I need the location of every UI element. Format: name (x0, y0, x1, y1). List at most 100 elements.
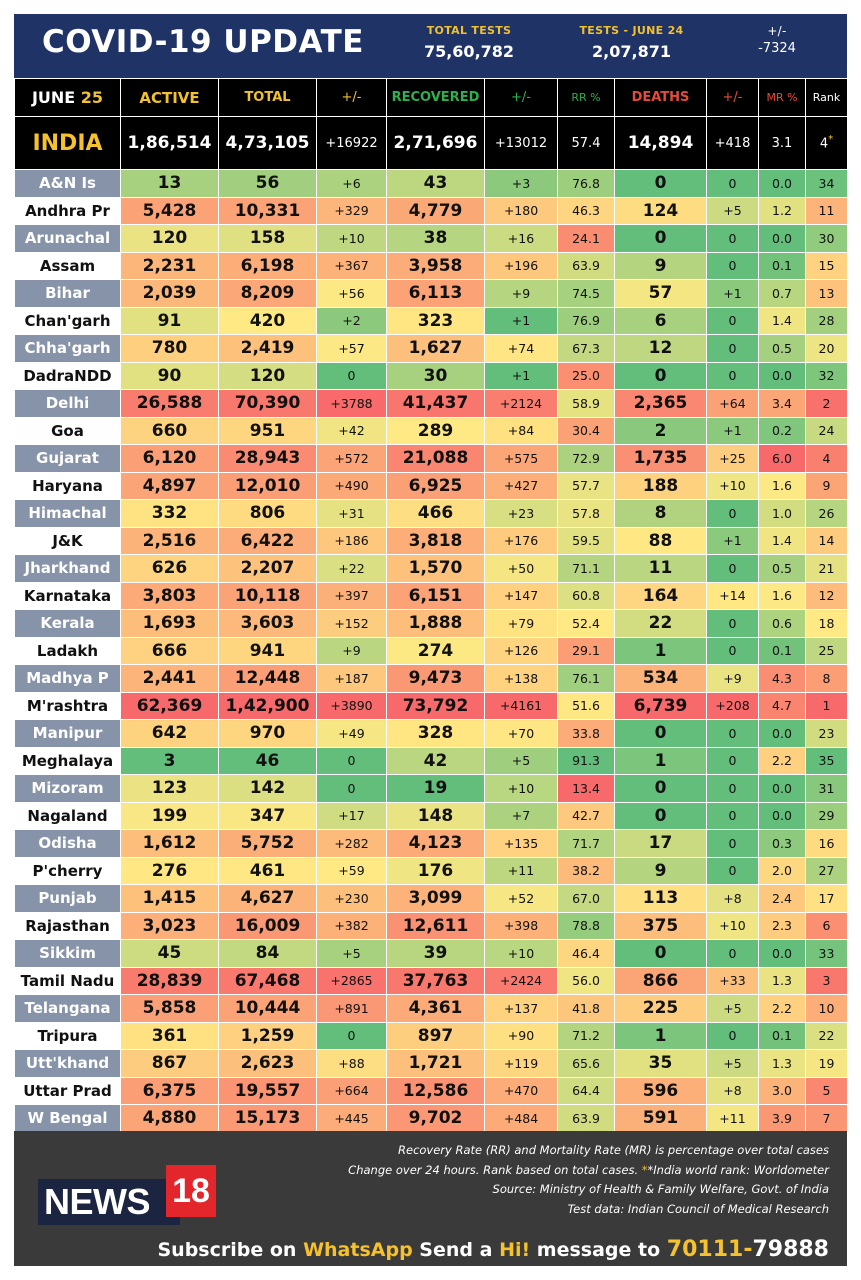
deaths-cell: 0 (614, 939, 707, 968)
recovered-cell: 1,627 (386, 334, 485, 363)
total-change-cell: +445 (316, 1104, 387, 1133)
india-total-change: +16922 (316, 116, 387, 170)
mr-cell: 0.0 (758, 361, 806, 390)
deaths-cell: 113 (614, 884, 707, 913)
deaths-cell: 866 (614, 966, 707, 995)
mr-cell: 1.6 (758, 581, 806, 610)
active-cell: 332 (120, 499, 219, 528)
rr-cell: 58.9 (557, 389, 615, 418)
deaths-change-cell: 0 (706, 829, 759, 858)
mr-cell: 0.6 (758, 609, 806, 638)
total-change-cell: +3788 (316, 389, 387, 418)
tests-day-value: 2,07,871 (592, 42, 671, 61)
recovered-cell: 9,473 (386, 664, 485, 693)
recovered-change-cell: +196 (484, 251, 558, 280)
phone-part-1: 70111- (666, 1237, 753, 1262)
recovered-change-cell: +52 (484, 884, 558, 913)
active-cell: 642 (120, 719, 219, 748)
total-cell: 142 (218, 774, 317, 803)
india-rank-value: 4 (819, 136, 829, 152)
table-row: Tripura 361 1,259 0 897 +90 71.2 1 0 0.1 22 (14, 1021, 848, 1050)
active-cell: 361 (120, 1021, 219, 1050)
column-header-row: JUNE 25 ACTIVE TOTAL +/- RECOVERED +/- R… (14, 78, 848, 117)
note-star: * (641, 1162, 648, 1177)
table-row: J&K 2,516 6,422 +186 3,818 +176 59.5 88 +1 1.4 14 (14, 526, 848, 555)
table-row: Tamil Nadu 28,839 67,468 +2865 37,763 +2424 56… (14, 966, 848, 995)
deaths-cell: 9 (614, 251, 707, 280)
logo-number: 18 (166, 1165, 216, 1217)
mr-cell: 1.6 (758, 471, 806, 500)
recovered-change-cell: +74 (484, 334, 558, 363)
deaths-change-cell: 0 (706, 251, 759, 280)
rank-cell: 20 (805, 334, 848, 363)
rr-cell: 71.2 (557, 1021, 615, 1050)
mr-cell: 4.7 (758, 691, 806, 720)
rank-cell: 11 (805, 196, 848, 225)
active-cell: 13 (120, 169, 219, 198)
total-change-cell: +282 (316, 829, 387, 858)
active-cell: 62,369 (120, 691, 219, 720)
active-cell: 1,415 (120, 884, 219, 913)
rr-cell: 71.1 (557, 554, 615, 583)
active-cell: 6,120 (120, 444, 219, 473)
note-rates: Recovery Rate (RR) and Mortality Rate (M… (398, 1143, 829, 1157)
rr-cell: 13.4 (557, 774, 615, 803)
total-tests-label: TOTAL TESTS (426, 24, 512, 37)
table-row: Mizoram 123 142 0 19 +10 13.4 0 0 0.0 31 (14, 774, 848, 803)
mr-cell: 3.9 (758, 1104, 806, 1133)
state-name: Gujarat (14, 444, 121, 473)
mr-cell: 0.0 (758, 774, 806, 803)
mr-cell: 1.3 (758, 966, 806, 995)
deaths-change-cell: 0 (706, 334, 759, 363)
recovered-cell: 43 (386, 169, 485, 198)
active-cell: 28,839 (120, 966, 219, 995)
state-name: Delhi (14, 389, 121, 418)
recovered-change-cell: +180 (484, 196, 558, 225)
deaths-change-cell: +1 (706, 279, 759, 308)
state-name: Andhra Pr (14, 196, 121, 225)
active-cell: 666 (120, 636, 219, 665)
rr-cell: 52.4 (557, 609, 615, 638)
state-name: Chan'garh (14, 306, 121, 335)
rr-cell: 46.3 (557, 196, 615, 225)
total-cell: 951 (218, 416, 317, 445)
recovered-change-cell: +427 (484, 471, 558, 500)
deaths-cell: 2,365 (614, 389, 707, 418)
whatsapp-label: WhatsApp (303, 1239, 413, 1261)
state-name: Meghalaya (14, 746, 121, 775)
total-change-cell: +3890 (316, 691, 387, 720)
tests-day-label: TESTS - JUNE 24 (579, 24, 684, 37)
recovered-change-cell: +470 (484, 1076, 558, 1105)
deaths-change-cell: +33 (706, 966, 759, 995)
total-change-cell: +56 (316, 279, 387, 308)
recovered-cell: 12,611 (386, 911, 485, 940)
deaths-change-cell: +11 (706, 1104, 759, 1133)
total-change-cell: +186 (316, 526, 387, 555)
rank-cell: 4 (805, 444, 848, 473)
date-month: JUNE (31, 88, 76, 107)
active-cell: 2,516 (120, 526, 219, 555)
tests-change-label: +/- (767, 24, 787, 38)
state-name: P'cherry (14, 856, 121, 885)
deaths-cell: 12 (614, 334, 707, 363)
deaths-change-cell: 0 (706, 554, 759, 583)
recovered-cell: 12,586 (386, 1076, 485, 1105)
deaths-change-cell: +9 (706, 664, 759, 693)
recovered-cell: 3,099 (386, 884, 485, 913)
hi-label: Hi! (499, 1239, 531, 1261)
table-row: Goa 660 951 +42 289 +84 30.4 2 +1 0.2 24 (14, 416, 848, 445)
total-change-header: +/- (316, 78, 387, 117)
rank-cell: 30 (805, 224, 848, 253)
active-cell: 780 (120, 334, 219, 363)
india-row: INDIA 1,86,514 4,73,105 +16922 2,71,696 … (14, 116, 848, 170)
table-row: Gujarat 6,120 28,943 +572 21,088 +575 72.9 1,73… (14, 444, 848, 473)
rank-cell: 16 (805, 829, 848, 858)
note-change-text: Change over 24 hours. Rank based on tota… (348, 1162, 639, 1177)
mr-cell: 0.0 (758, 224, 806, 253)
note-test-data: Test data: Indian Council of Medical Res… (567, 1201, 829, 1216)
state-name: Rajasthan (14, 911, 121, 940)
deaths-cell: 1 (614, 746, 707, 775)
total-cell: 6,198 (218, 251, 317, 280)
table-row: Ladakh 666 941 +9 274 +126 29.1 1 0 0.1 25 (14, 636, 848, 665)
active-cell: 2,231 (120, 251, 219, 280)
